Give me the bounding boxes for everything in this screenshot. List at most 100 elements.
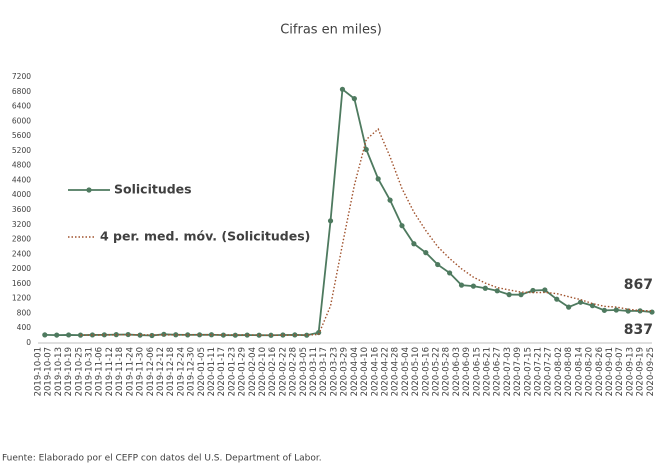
x-tick-label: 2019-12-06	[146, 347, 156, 396]
x-tick-label: 2020-01-17	[217, 347, 227, 396]
x-tick-label: 2020-09-25	[646, 347, 656, 396]
x-tick-label: 2020-02-28	[289, 347, 299, 396]
x-tick-label: 2020-03-23	[329, 347, 339, 396]
x-tick-label: 2020-04-28	[391, 347, 401, 396]
x-tick-label: 2020-05-28	[442, 347, 452, 396]
x-tick-label: 2020-06-03	[452, 347, 462, 396]
x-tick-label: 2020-03-17	[319, 347, 329, 396]
x-tick-label: 2019-11-24	[125, 347, 135, 396]
series-marker	[518, 292, 524, 298]
x-tick-label: 2019-10-19	[64, 347, 74, 396]
series-marker	[351, 96, 357, 102]
series-marker	[327, 218, 334, 224]
x-tick-label: 2020-08-20	[585, 347, 595, 396]
y-tick-label: 0	[26, 338, 31, 347]
x-tick-label: 2020-02-16	[268, 347, 278, 396]
x-tick-label: 2019-10-31	[85, 347, 95, 396]
y-tick-label: 2000	[12, 264, 31, 273]
y-tick-label: 4800	[12, 161, 31, 170]
series-marker	[66, 332, 72, 338]
x-tick-label: 2020-03-29	[340, 347, 350, 396]
series-marker	[423, 250, 429, 256]
x-tick-label: 2019-11-30	[136, 347, 146, 396]
x-tick-label: 2020-07-21	[534, 347, 544, 396]
x-tick-label: 2020-08-26	[595, 347, 605, 396]
end-value-label: 867	[624, 277, 653, 293]
x-tick-label: 2020-07-15	[523, 347, 533, 396]
x-tick-label: 2020-02-10	[258, 347, 268, 396]
x-tick-label: 2019-11-12	[105, 347, 115, 396]
legend-marker	[86, 187, 92, 193]
series-marker	[447, 270, 453, 276]
x-tick-label: 2020-02-04	[248, 347, 258, 396]
x-tick-label: 2019-10-13	[54, 347, 64, 396]
x-tick-label: 2020-03-11	[309, 347, 319, 396]
y-tick-label: 400	[17, 323, 32, 332]
series-marker	[554, 296, 560, 302]
series-marker	[363, 146, 369, 153]
x-tick-label: 2019-11-06	[95, 347, 105, 396]
series-marker	[42, 332, 48, 338]
series-marker	[506, 292, 512, 298]
series-marker	[375, 176, 381, 182]
x-tick-label: 2020-01-29	[238, 347, 248, 396]
y-tick-label: 6400	[12, 102, 31, 111]
x-tick-label: 2019-12-18	[166, 347, 176, 396]
x-tick-label: 2020-09-13	[625, 347, 635, 396]
y-tick-label: 5200	[12, 146, 31, 155]
x-tick-label: 2020-05-04	[401, 347, 411, 396]
x-tick-label: 2019-10-01	[34, 347, 44, 396]
x-tick-label: 2020-09-07	[615, 347, 625, 396]
y-tick-label: 2800	[12, 235, 31, 244]
x-tick-label: 2020-03-05	[299, 347, 309, 396]
x-tick-label: 2020-08-02	[554, 347, 564, 396]
y-tick-label: 6800	[12, 87, 31, 96]
x-tick-label: 2020-08-08	[564, 347, 574, 396]
series-line	[44, 87, 653, 337]
x-tick-label: 2020-04-22	[380, 347, 390, 396]
series-marker	[54, 332, 60, 338]
series-marker	[542, 287, 548, 293]
end-value-label: 837	[624, 322, 653, 338]
y-tick-label: 3600	[12, 205, 31, 214]
x-tick-label: 2019-12-12	[156, 347, 166, 396]
legend-label: Solicitudes	[114, 182, 192, 197]
series-marker	[280, 332, 286, 338]
y-tick-label: 2400	[12, 249, 31, 258]
x-tick-label: 2020-05-22	[431, 347, 441, 396]
y-tick-label: 1600	[12, 279, 31, 288]
series-marker	[482, 285, 488, 291]
y-tick-label: 5600	[12, 131, 31, 140]
x-tick-label: 2020-07-03	[503, 347, 513, 396]
series-marker	[220, 332, 226, 338]
x-tick-label: 2020-05-10	[411, 347, 421, 396]
series-marker	[339, 86, 346, 92]
series-marker	[435, 261, 441, 268]
y-tick-label: 1200	[12, 294, 31, 303]
series-marker	[577, 299, 584, 305]
series-marker	[589, 303, 596, 309]
x-tick-label: 2020-04-10	[360, 347, 370, 396]
series-marker	[530, 287, 536, 294]
x-tick-label: 2020-09-19	[636, 347, 646, 396]
series-marker	[244, 332, 250, 338]
series-marker	[399, 223, 405, 229]
x-tick-label: 2020-04-04	[350, 347, 360, 396]
legend-label: 4 per. med. móv. (Solicitudes)	[100, 229, 310, 244]
x-tick-label: 2020-06-15	[472, 347, 482, 396]
x-tick-label: 2020-05-16	[421, 347, 431, 396]
x-tick-label: 2020-01-11	[207, 347, 217, 396]
series-marker	[566, 304, 572, 310]
y-tick-label: 800	[17, 308, 32, 317]
x-tick-label: 2019-12-24	[176, 347, 186, 396]
x-tick-label: 2020-04-16	[370, 347, 380, 396]
x-tick-label: 2020-07-27	[544, 347, 554, 396]
x-tick-label: 2019-10-07	[44, 347, 54, 396]
series-marker	[101, 332, 107, 338]
series-marker	[387, 197, 393, 203]
y-tick-label: 6000	[12, 116, 31, 125]
x-tick-label: 2020-01-23	[227, 347, 237, 396]
source-note: Fuente: Elaborado por el CEFP con datos …	[2, 454, 322, 464]
series-marker	[411, 241, 417, 247]
